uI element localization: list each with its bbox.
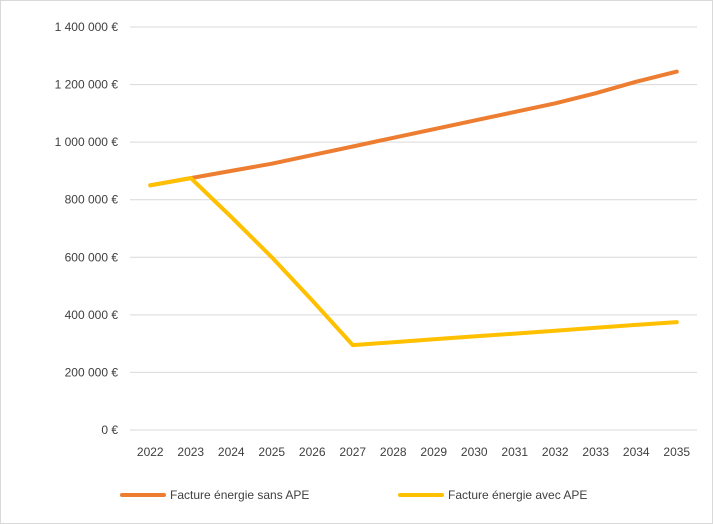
- x-tick-label: 2027: [339, 445, 366, 459]
- x-tick-label: 2031: [501, 445, 528, 459]
- x-tick-label: 2023: [177, 445, 204, 459]
- x-tick-label: 2025: [258, 445, 285, 459]
- x-tick-label: 2035: [663, 445, 690, 459]
- y-tick-label: 1 400 000 €: [55, 20, 119, 34]
- y-tick-label: 1 000 000 €: [55, 135, 119, 149]
- legend-label-2: Facture énergie avec APE: [448, 488, 587, 502]
- y-tick-label: 600 000 €: [65, 250, 119, 264]
- series-line-1: [148, 69, 679, 188]
- x-tick-label: 2034: [623, 445, 650, 459]
- x-tick-label: 2022: [137, 445, 164, 459]
- x-tick-label: 2026: [299, 445, 326, 459]
- series-lines: [148, 69, 679, 348]
- y-tick-label: 0 €: [101, 423, 118, 437]
- x-tick-label: 2032: [542, 445, 569, 459]
- series-line-2: [148, 176, 679, 348]
- y-axis-tick-labels: 0 € 200 000 € 400 000 € 600 000 € 800 000 € 1…: [55, 20, 119, 437]
- y-tick-label: 400 000 €: [65, 308, 119, 322]
- y-tick-label: 200 000 €: [65, 365, 119, 379]
- x-tick-label: 2030: [461, 445, 488, 459]
- y-tick-label: 1 200 000 €: [55, 78, 119, 92]
- legend: Facture énergie sans APE Facture énergie …: [120, 488, 587, 502]
- x-tick-label: 2024: [218, 445, 245, 459]
- x-tick-label: 2029: [420, 445, 447, 459]
- x-tick-label: 2033: [582, 445, 609, 459]
- x-tick-label: 2028: [380, 445, 407, 459]
- y-tick-label: 800 000 €: [65, 193, 119, 207]
- x-axis-tick-labels: 2022 2023 2024 2025 2026 2027 2028 2029 2030 2031…: [137, 445, 691, 459]
- gridlines: [130, 26, 697, 431]
- legend-label-1: Facture énergie sans APE: [170, 488, 309, 502]
